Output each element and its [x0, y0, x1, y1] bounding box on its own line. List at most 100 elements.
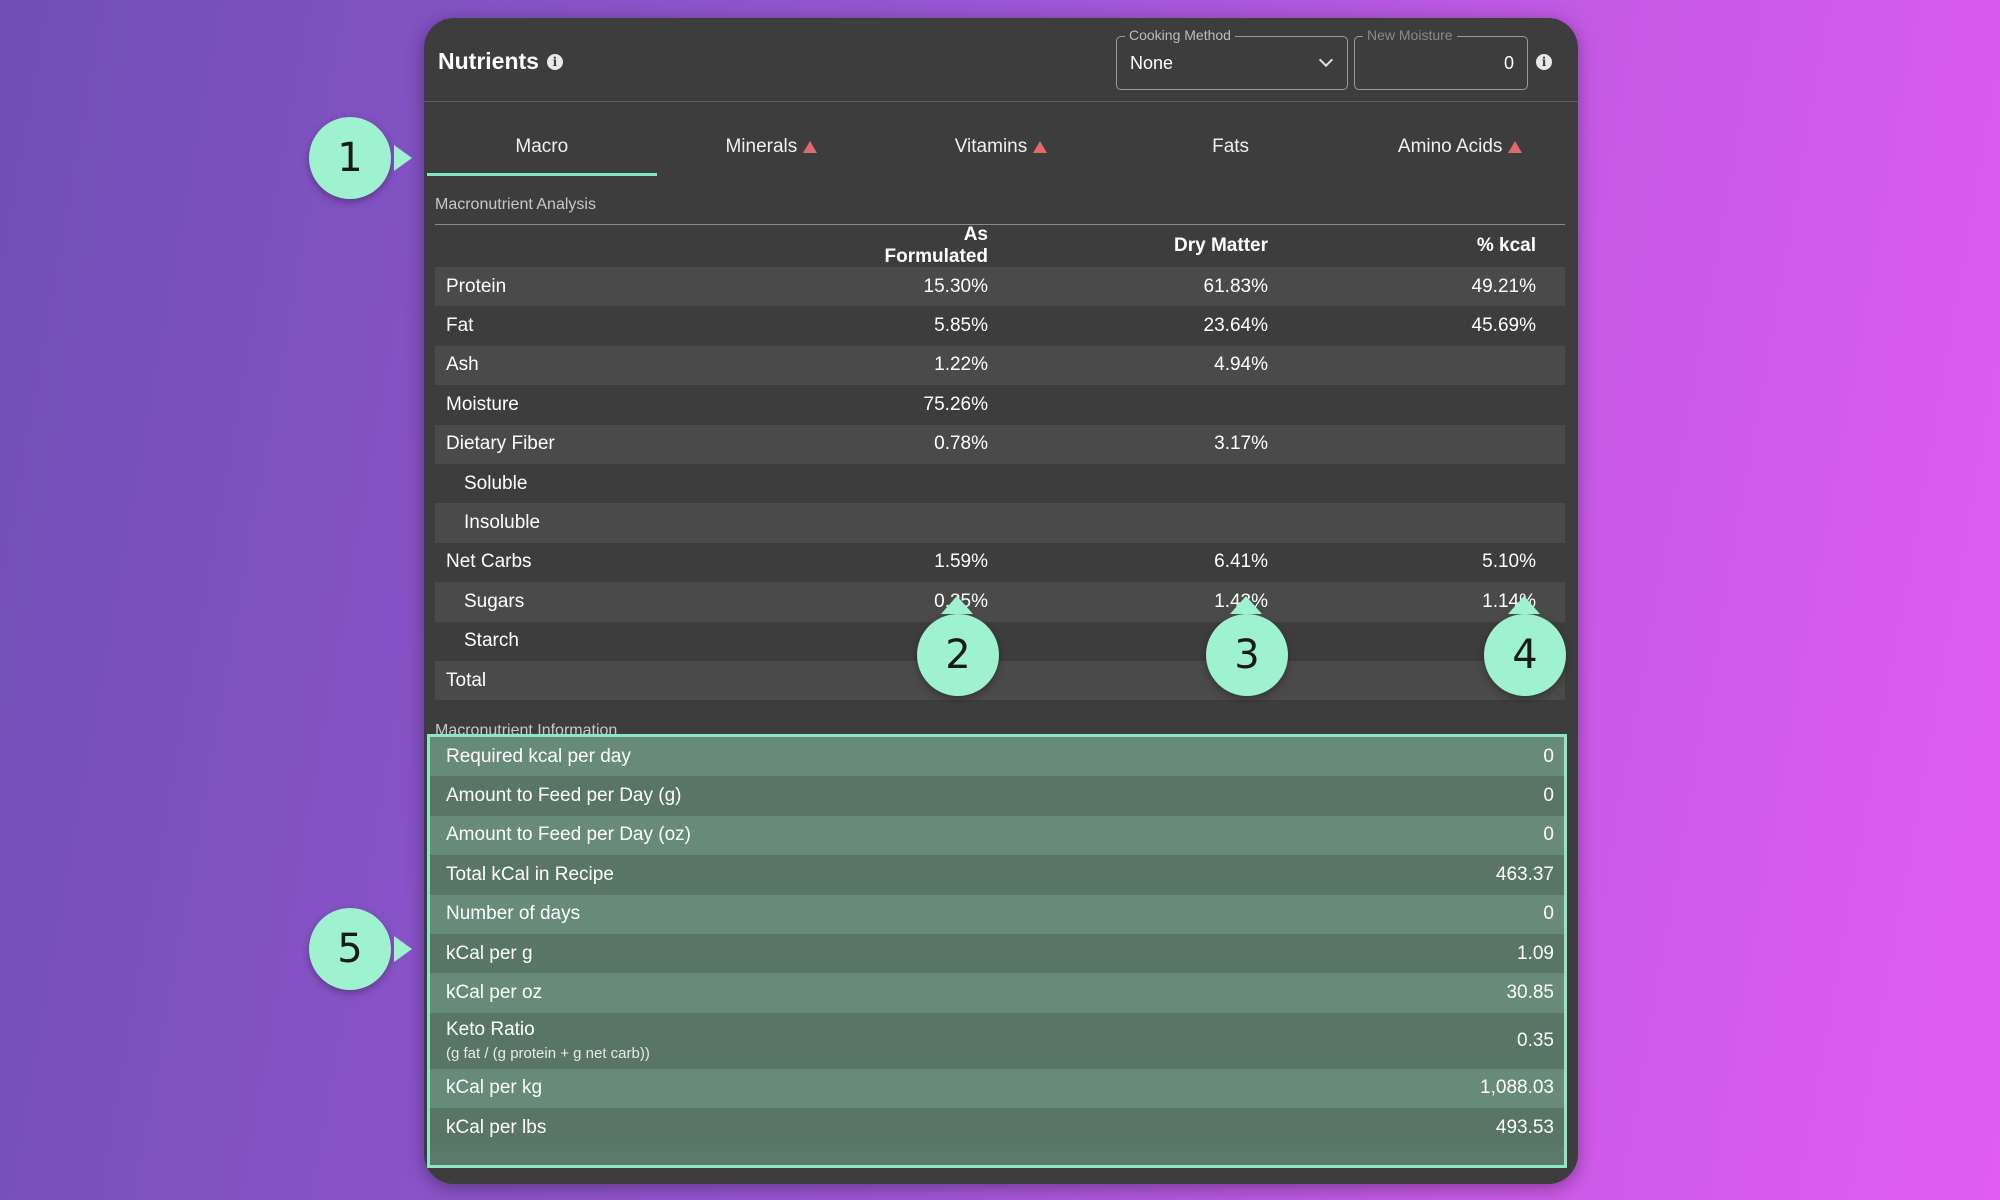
- callout-5: 5: [309, 908, 391, 990]
- table-header-row: As Formulated Dry Matter % kcal: [435, 224, 1565, 267]
- as-formulated-value: 5.85%: [934, 315, 988, 337]
- info-row: Required kcal per day 0: [430, 737, 1564, 777]
- tab-fats[interactable]: Fats: [1212, 136, 1250, 157]
- table-row: Ash 1.22% 4.94%: [435, 345, 1565, 386]
- info-value: 0: [1543, 903, 1554, 925]
- as-formulated-value: 15.30%: [923, 275, 988, 297]
- info-label: Amount to Feed per Day (g): [446, 785, 682, 807]
- nutrient-name: Fat: [446, 315, 474, 337]
- keto-ratio-label: Keto Ratio: [446, 1018, 535, 1040]
- info-label: kCal per oz: [446, 982, 543, 1004]
- table-row: Starch: [435, 622, 1565, 661]
- info-value: 1.09: [1517, 942, 1554, 964]
- dry-matter-value: 61.83%: [1203, 275, 1268, 297]
- macro-analysis-table: As Formulated Dry Matter % kcal Protein 1…: [435, 224, 1565, 701]
- info-row: kCal per lbs 493.53: [430, 1108, 1564, 1148]
- callout-arrow-3: [1230, 596, 1262, 614]
- kcal-percent-value: 45.69%: [1471, 315, 1536, 337]
- column-header-dry-matter: Dry Matter: [1174, 235, 1268, 256]
- table-row: Soluble: [435, 464, 1565, 503]
- nutrient-name: Net Carbs: [446, 551, 532, 573]
- info-value: 30.85: [1506, 982, 1554, 1004]
- table-row: Fat 5.85% 23.64% 45.69%: [435, 306, 1565, 345]
- cooking-method-label: Cooking Method: [1125, 27, 1235, 43]
- as-formulated-value: 0.78%: [934, 433, 988, 455]
- tab-amino-acids[interactable]: Amino Acids: [1345, 118, 1575, 176]
- info-label: Keto Ratio (g fat / (g protein + g net ca…: [446, 1017, 650, 1065]
- new-moisture-value[interactable]: 0: [1503, 53, 1514, 73]
- dry-matter-value: 1.43%: [1214, 590, 1268, 612]
- nutrient-name: Soluble: [464, 472, 528, 494]
- info-value: 493.53: [1495, 1116, 1554, 1138]
- cooking-method-value: None: [1130, 53, 1174, 73]
- dry-matter-value: 6.41%: [1214, 551, 1268, 573]
- table-row: Protein 15.30% 61.83% 49.21%: [435, 267, 1565, 307]
- tab-vitamins[interactable]: Vitamins: [886, 118, 1116, 176]
- as-formulated-value: 1.22%: [934, 354, 988, 376]
- table-row: Net Carbs 1.59% 6.41% 5.10%: [435, 543, 1565, 582]
- nutrients-panel: Nutrients i Cooking Method None New Mois…: [424, 18, 1578, 1184]
- callout-2: 2: [917, 614, 999, 696]
- dry-matter-value: 23.64%: [1203, 315, 1268, 337]
- macro-rows: Protein 15.30% 61.83% 49.21% Fat 5.85% 23.64% 4…: [435, 267, 1565, 701]
- column-header-kcal: % kcal: [1476, 235, 1536, 256]
- tab-minerals[interactable]: Minerals: [657, 118, 887, 176]
- table-row: Moisture 75.26%: [435, 385, 1565, 424]
- info-row: Keto Ratio (g fat / (g protein + g net ca…: [430, 1012, 1564, 1069]
- callout-1: 1: [309, 117, 391, 199]
- macro-information-box: Required kcal per day 0 Amount to Feed per…: [427, 734, 1567, 1168]
- info-value: 0: [1543, 745, 1554, 767]
- info-value: 0: [1543, 824, 1554, 846]
- nutrient-name: Dietary Fiber: [446, 433, 555, 455]
- info-row: kCal per oz 30.85: [430, 973, 1564, 1013]
- callout-arrow-2: [941, 596, 973, 614]
- column-header-as-formulated: As Formulated: [884, 224, 988, 267]
- info-rows: Required kcal per day 0 Amount to Feed per…: [430, 737, 1564, 1148]
- tab-macro[interactable]: Macro: [427, 118, 657, 176]
- table-row: Dietary Fiber 0.78% 3.17%: [435, 424, 1565, 464]
- info-value: 0: [1543, 785, 1554, 807]
- chevron-down-icon[interactable]: [1318, 52, 1334, 68]
- callout-3: 3: [1206, 614, 1288, 696]
- nutrient-name: Ash: [446, 354, 479, 376]
- dry-matter-value: 4.94%: [1214, 354, 1268, 376]
- nutrient-tabs: Macro Minerals Vitamins Fats Amino Acids: [427, 118, 1575, 176]
- nutrient-name: Sugars: [464, 590, 525, 612]
- info-label: Required kcal per day: [446, 745, 631, 767]
- callout-arrow-4: [1508, 596, 1540, 614]
- info-label: Number of days: [446, 903, 581, 925]
- nutrient-name: Total: [446, 669, 487, 691]
- info-row: kCal per g 1.09: [430, 933, 1564, 974]
- analysis-section-label: Macronutrient Analysis: [435, 196, 596, 213]
- callout-arrow-1: [394, 145, 412, 171]
- kcal-percent-value: 1.14%: [1482, 590, 1536, 612]
- new-moisture-input[interactable]: New Moisture 0: [1354, 27, 1528, 90]
- table-row: Insoluble: [435, 503, 1565, 543]
- new-moisture-label: New Moisture: [1363, 27, 1457, 43]
- info-row: Number of days 0: [430, 894, 1564, 934]
- info-value: 1,088.03: [1480, 1077, 1554, 1099]
- table-row: Total: [435, 660, 1565, 701]
- info-label: kCal per lbs: [446, 1116, 547, 1138]
- moisture-info-icon[interactable]: i: [1536, 54, 1552, 70]
- as-formulated-value: 75.26%: [923, 393, 988, 415]
- callout-4: 4: [1484, 614, 1566, 696]
- info-label: kCal per g: [446, 942, 533, 964]
- warning-icon: [1033, 141, 1048, 153]
- table-row: Sugars 0.35% 1.43% 1.14%: [435, 582, 1565, 622]
- nutrient-name: Starch: [464, 630, 519, 652]
- callout-arrow-5: [394, 936, 412, 962]
- nutrient-name: Moisture: [446, 393, 519, 415]
- info-row: Total kCal in Recipe 463.37: [430, 855, 1564, 895]
- warning-icon: [1508, 141, 1523, 153]
- info-label: kCal per kg: [446, 1077, 543, 1099]
- info-value: 0.35: [1517, 1029, 1554, 1051]
- dry-matter-value: 3.17%: [1214, 433, 1268, 455]
- cooking-method-select[interactable]: Cooking Method None: [1116, 27, 1348, 90]
- page-title: Nutrients i: [438, 48, 563, 75]
- info-icon[interactable]: i: [546, 53, 563, 70]
- warning-icon: [803, 141, 818, 153]
- panel-header: Nutrients i Cooking Method None New Mois…: [424, 18, 1578, 102]
- info-row: kCal per kg 1,088.03: [430, 1068, 1564, 1109]
- nutrient-name: Insoluble: [464, 512, 541, 534]
